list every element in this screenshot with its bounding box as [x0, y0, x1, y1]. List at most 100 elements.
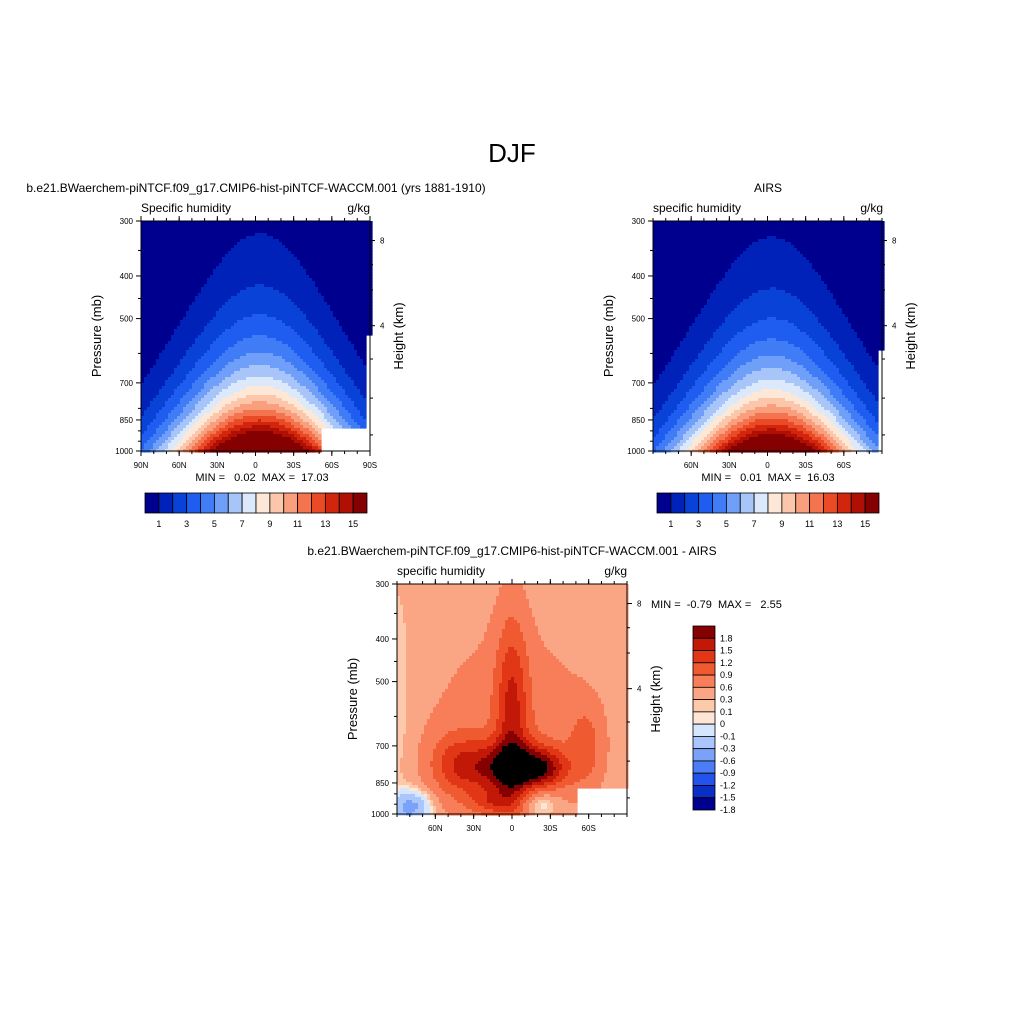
- contour-cell: [195, 293, 199, 297]
- contour-cell: [321, 230, 325, 234]
- contour-cell: [351, 266, 355, 270]
- contour-cell: [237, 227, 241, 231]
- contour-cell: [156, 302, 160, 306]
- contour-cell: [252, 278, 256, 282]
- contour-cell: [318, 263, 322, 267]
- contour-cell: [333, 323, 337, 327]
- contour-cell: [192, 233, 196, 237]
- contour-cell: [261, 275, 265, 279]
- contour-cell: [183, 320, 187, 324]
- contour-cell: [171, 323, 175, 327]
- contour-cell: [189, 281, 193, 285]
- contour-cell: [360, 293, 364, 297]
- contour-cell: [192, 320, 196, 324]
- contour-cell: [210, 236, 214, 240]
- contour-cell: [216, 221, 220, 225]
- contour-cell: [234, 314, 238, 318]
- contour-cell: [303, 227, 307, 231]
- contour-cell: [246, 308, 250, 312]
- contour-cell: [345, 245, 349, 249]
- contour-cell: [324, 272, 328, 276]
- contour-cell: [219, 224, 223, 228]
- contour-cell: [180, 251, 184, 255]
- contour-cell: [336, 275, 340, 279]
- contour-cell: [315, 266, 319, 270]
- contour-cell: [315, 236, 319, 240]
- contour-cell: [177, 224, 181, 228]
- contour-cell: [333, 278, 337, 282]
- contour-cell: [270, 251, 274, 255]
- contour-cell: [357, 251, 361, 255]
- contour-cell: [228, 281, 232, 285]
- contour-cell: [210, 302, 214, 306]
- contour-cell: [225, 314, 229, 318]
- contour-cell: [315, 275, 319, 279]
- contour-cell: [210, 266, 214, 270]
- contour-cell: [183, 296, 187, 300]
- contour-cell: [144, 284, 148, 288]
- contour-cell: [297, 308, 301, 312]
- contour-cell: [300, 281, 304, 285]
- contour-cell: [297, 278, 301, 282]
- contour-cell: [246, 293, 250, 297]
- contour-cell: [231, 257, 235, 261]
- contour-cell: [159, 257, 163, 261]
- contour-cell: [273, 326, 277, 330]
- contour-cell: [339, 302, 343, 306]
- contour-cell: [189, 311, 193, 315]
- contour-cell: [267, 320, 271, 324]
- contour-cell: [195, 257, 199, 261]
- contour-cell: [369, 245, 373, 249]
- contour-cell: [366, 257, 370, 261]
- contour-cell: [264, 224, 268, 228]
- contour-cell: [162, 245, 166, 249]
- contour-cell: [192, 272, 196, 276]
- contour-cell: [360, 296, 364, 300]
- contour-cell: [201, 251, 205, 255]
- contour-cell: [219, 257, 223, 261]
- contour-cell: [312, 275, 316, 279]
- contour-cell: [291, 263, 295, 267]
- contour-cell: [213, 290, 217, 294]
- contour-cell: [291, 236, 295, 240]
- contour-cell: [324, 284, 328, 288]
- contour-cell: [306, 296, 310, 300]
- contour-cell: [288, 248, 292, 252]
- contour-cell: [330, 239, 334, 243]
- contour-cell: [246, 269, 250, 273]
- contour-cell: [267, 248, 271, 252]
- contour-cell: [279, 260, 283, 264]
- contour-cell: [291, 284, 295, 288]
- contour-cell: [297, 263, 301, 267]
- contour-cell: [264, 326, 268, 330]
- contour-cell: [279, 245, 283, 249]
- contour-cell: [198, 227, 202, 231]
- contour-cell: [141, 278, 145, 282]
- contour-cell: [321, 278, 325, 282]
- contour-cell: [261, 299, 265, 303]
- contour-cell: [306, 266, 310, 270]
- contour-cell: [150, 329, 154, 333]
- contour-cell: [210, 314, 214, 318]
- contour-cell: [198, 251, 202, 255]
- contour-cell: [207, 245, 211, 249]
- contour-cell: [258, 314, 262, 318]
- contour-cell: [177, 260, 181, 264]
- contour-cell: [231, 260, 235, 264]
- contour-cell: [162, 311, 166, 315]
- contour-cell: [300, 314, 304, 318]
- contour-cell: [357, 227, 361, 231]
- contour-cell: [327, 290, 331, 294]
- contour-cell: [336, 254, 340, 258]
- contour-cell: [228, 320, 232, 324]
- contour-cell: [174, 329, 178, 333]
- contour-cell: [360, 323, 364, 327]
- contour-cell: [318, 254, 322, 258]
- contour-cell: [156, 272, 160, 276]
- contour-cell: [189, 320, 193, 324]
- contour-cell: [159, 290, 163, 294]
- contour-cell: [327, 224, 331, 228]
- contour-cell: [186, 332, 190, 336]
- contour-cell: [318, 314, 322, 318]
- contour-cell: [171, 236, 175, 240]
